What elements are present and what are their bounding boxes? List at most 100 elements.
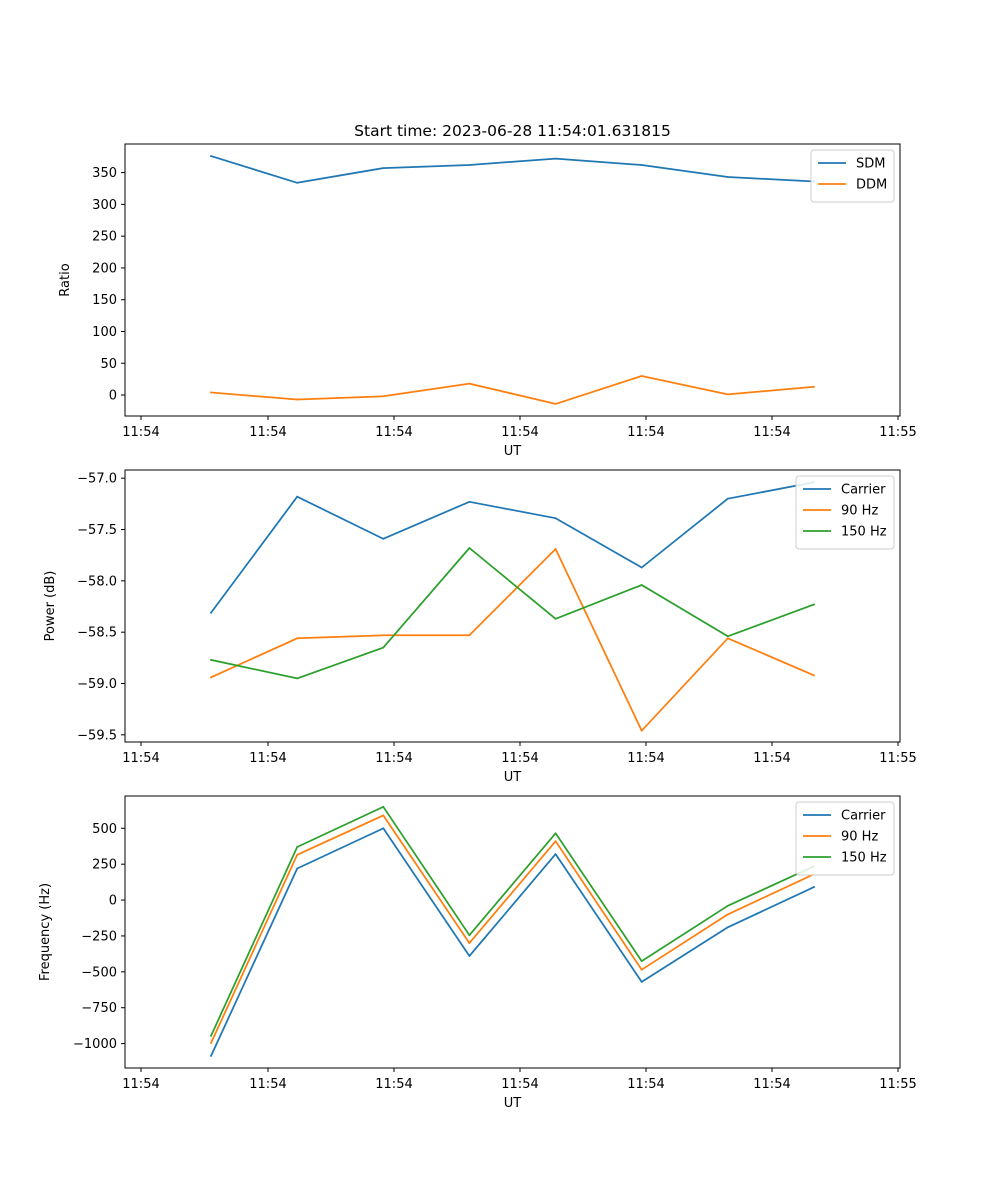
data-point: [554, 832, 557, 835]
legend: Carrier 90 Hz 150 Hz: [795, 475, 895, 550]
y-axis-label: Power (dB): [43, 571, 58, 642]
data-point: [210, 391, 213, 394]
x-tick-label: 11:54: [627, 751, 664, 766]
data-point: [296, 853, 299, 856]
y-tick-label: 200: [92, 261, 117, 276]
legend-label: SDM: [856, 157, 885, 172]
y-tick-label: −57.0: [77, 472, 117, 487]
y-tick-label: 250: [92, 230, 117, 245]
legend-label: 150 Hz: [841, 851, 887, 866]
data-point: [554, 517, 557, 520]
y-tick-label: 500: [92, 822, 117, 837]
y-axis-label: Ratio: [58, 263, 73, 296]
data-point: [210, 1054, 213, 1057]
data-point: [726, 497, 729, 500]
legend-label: Carrier: [841, 809, 886, 824]
data-point: [554, 157, 557, 160]
y-tick-label: −59.0: [77, 677, 117, 692]
data-point: [554, 853, 557, 855]
data-point: [210, 611, 213, 614]
data-point: [468, 942, 471, 944]
x-tick-label: 11:54: [753, 751, 790, 766]
data-point: [554, 548, 557, 550]
x-tick-label: 11:54: [375, 425, 412, 440]
legend-label: DDM: [856, 178, 887, 193]
x-tick-label: 11:54: [501, 425, 538, 440]
series-line-sdm: [210, 155, 815, 184]
data-point: [813, 603, 815, 606]
data-point: [726, 926, 729, 929]
data-point: [382, 646, 385, 649]
data-point: [382, 805, 385, 808]
y-tick-label: −750: [81, 1001, 117, 1016]
series-line-90-hz: [209, 548, 816, 732]
data-point: [726, 176, 729, 178]
data-point: [726, 913, 729, 916]
y-tick-label: −250: [81, 929, 117, 944]
x-axis-label: UT: [504, 770, 522, 785]
x-tick-label: 11:54: [122, 751, 159, 766]
data-point: [296, 398, 299, 401]
data-point: [640, 566, 643, 569]
y-tick-label: 100: [92, 325, 117, 340]
data-point: [296, 846, 299, 848]
x-tick-label: 11:54: [753, 1077, 790, 1092]
data-point: [554, 840, 557, 843]
data-point: [640, 960, 643, 962]
data-point: [640, 968, 643, 971]
data-point: [468, 500, 471, 503]
data-point: [468, 634, 471, 637]
data-point: [296, 637, 299, 640]
x-tick-label: 11:54: [249, 751, 286, 766]
y-tick-label: −57.5: [77, 523, 117, 538]
data-point: [813, 886, 815, 888]
x-tick-label: 11:54: [122, 1077, 159, 1092]
data-point: [554, 403, 557, 405]
data-point: [726, 393, 729, 396]
data-point: [210, 659, 213, 661]
chart-panel-3: 11:54 11:54 11:54 11:54 11:54 11:54 11:55 500 25…: [38, 795, 917, 1111]
y-tick-label: 350: [92, 166, 117, 181]
y-tick-label: −500: [81, 965, 117, 980]
chart-panel-1: 11:54 11:54 11:54 11:54 11:54 11:54 11:55 0 50 10…: [58, 122, 917, 459]
plot-frame: [124, 469, 901, 743]
data-point: [813, 385, 815, 388]
data-point: [382, 537, 385, 540]
data-point: [726, 637, 729, 640]
plot-frame: [124, 795, 901, 1069]
legend-label: Carrier: [841, 483, 886, 498]
data-point: [468, 955, 471, 957]
y-axis-label: Frequency (Hz): [38, 883, 53, 981]
data-point: [813, 674, 815, 677]
data-point: [210, 676, 213, 679]
data-point: [382, 814, 385, 817]
x-tick-label: 11:54: [375, 1077, 412, 1092]
legend: SDM DDM: [810, 149, 895, 203]
y-tick-label: 150: [92, 293, 117, 308]
data-point: [640, 584, 643, 586]
legend-label: 90 Hz: [841, 830, 878, 845]
data-point: [382, 395, 385, 398]
data-point: [640, 375, 643, 377]
x-tick-label: 11:54: [122, 425, 159, 440]
legend-label: 150 Hz: [841, 525, 887, 540]
x-tick-label: 11:54: [249, 1077, 286, 1092]
chart-panel-2: 11:54 11:54 11:54 11:54 11:54 11:54 11:55 −57.0…: [43, 469, 917, 785]
data-point: [468, 164, 471, 166]
data-point: [468, 382, 471, 385]
x-axis-label: UT: [504, 1096, 522, 1111]
data-point: [726, 635, 729, 638]
y-tick-label: 0: [109, 894, 117, 909]
data-point: [210, 1042, 213, 1044]
y-tick-label: 50: [100, 357, 117, 372]
x-tick-label: 11:54: [501, 751, 538, 766]
data-point: [468, 934, 471, 937]
x-axis-label: UT: [504, 444, 522, 459]
y-tick-label: −58.0: [77, 574, 117, 589]
data-point: [296, 677, 299, 680]
x-tick-label: 11:54: [627, 425, 664, 440]
data-point: [726, 904, 729, 907]
series-line-ddm: [210, 375, 815, 405]
x-tick-label: 11:54: [627, 1077, 664, 1092]
